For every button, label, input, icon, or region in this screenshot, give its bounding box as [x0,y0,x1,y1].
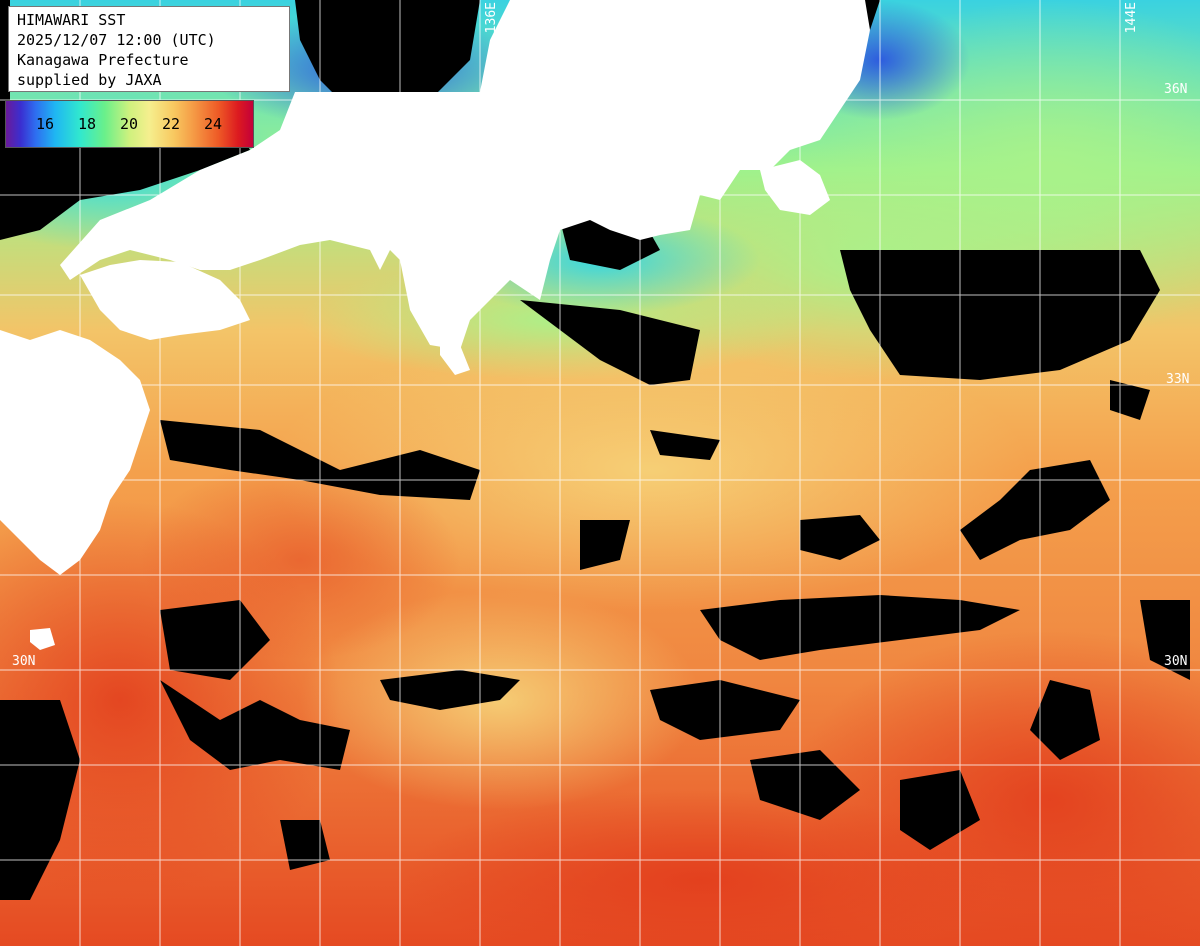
map-info-box: HIMAWARI SST 2025/12/07 12:00 (UTC) Kana… [8,6,290,92]
grid-label-144e: 144E [1124,2,1139,34]
land-tanegashima [30,628,55,650]
colorbar-label-22: 22 [162,115,181,133]
land-shikoku [80,260,250,340]
temperature-colorbar: 16 18 20 22 24 [5,100,254,148]
land-kyushu [0,330,150,575]
map-title: HIMAWARI SST [17,11,126,29]
map-datetime: 2025/12/07 12:00 (UTC) [17,31,216,49]
grid-label-136e: 136E [484,2,499,34]
grid-label-33n-right: 33N [1166,372,1190,387]
grid-label-30n-left: 30N [12,654,36,669]
colorbar-label-20: 20 [120,115,139,133]
grid-label-36n: 36N [1164,82,1188,97]
land [0,0,870,650]
land-boso [760,160,830,215]
grid-label-33n-left: 33 [12,372,28,387]
colorbar-label-18: 18 [78,115,97,133]
land-izu [440,330,470,375]
colorbar-label-24: 24 [204,115,223,133]
map-region: Kanagawa Prefecture [17,51,189,69]
map-credit: supplied by JAXA [17,71,162,89]
grid-label-30n-right: 30N [1164,654,1188,669]
colorbar-label-16: 16 [36,115,55,133]
land-honshu [60,0,870,350]
